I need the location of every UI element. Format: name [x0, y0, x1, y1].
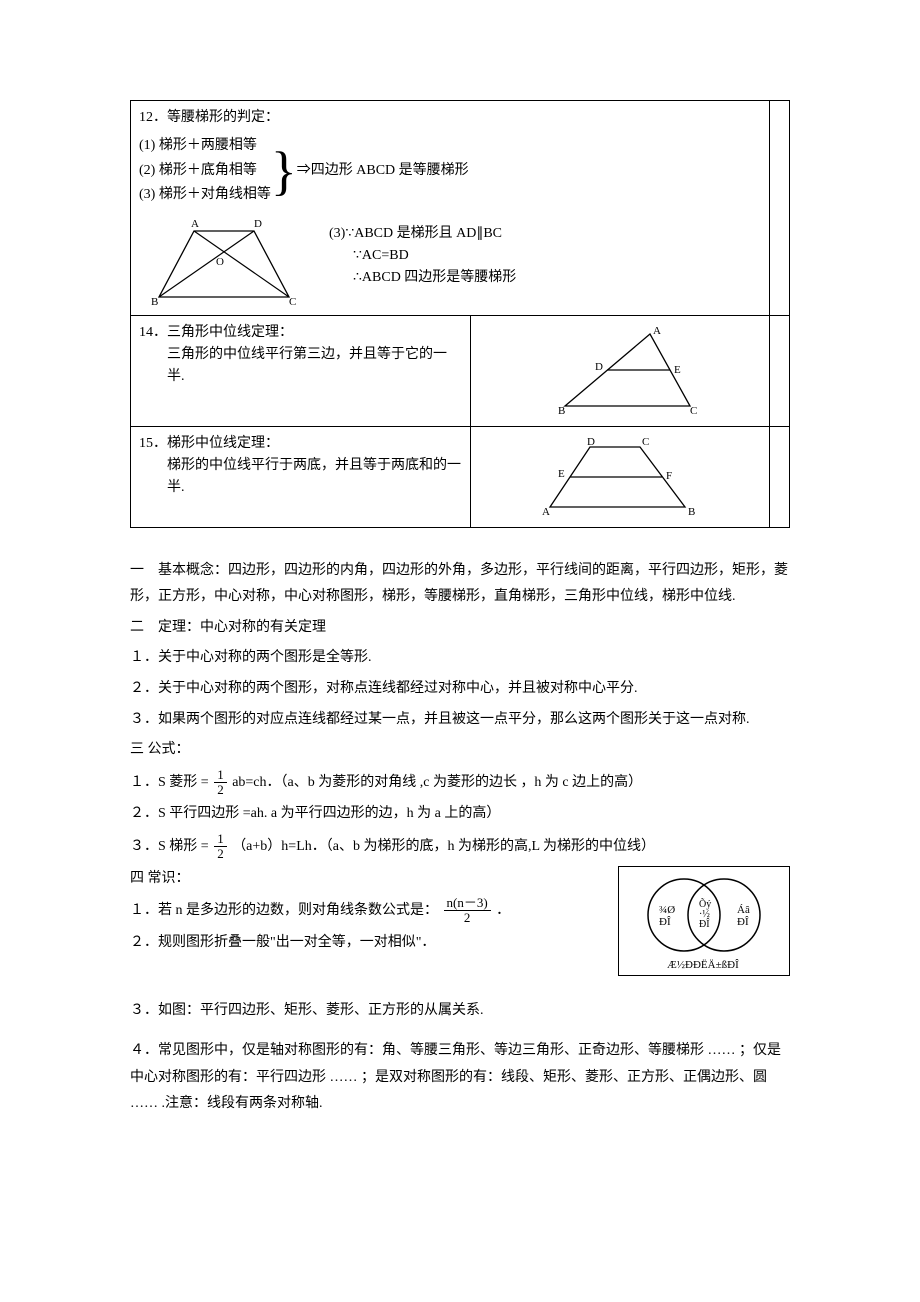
- s3-1b: ab=ch．（a、b 为菱形的对角线 ,c 为菱形的边长 ，h 为 c 边上的高…: [232, 775, 642, 790]
- s4-4: ４．常见图形中，仅是轴对称图形的有：角、等腰三角形、等边三角形、正奇边形、等腰梯…: [130, 1038, 790, 1118]
- svg-text:ÐÎ: ÐÎ: [659, 916, 671, 928]
- row12-conclusion: ⇒四边形 ABCD 是等腰梯形: [297, 160, 469, 182]
- svg-text:ÐÎ: ÐÎ: [737, 916, 749, 928]
- svg-text:F: F: [666, 470, 672, 482]
- svg-text:B: B: [151, 296, 158, 308]
- svg-text:E: E: [674, 364, 681, 376]
- table-row: 14．三角形中位线定理： 三角形的中位线平行第三边，并且等于它的一半. A B …: [131, 315, 790, 426]
- s3-2: ２．S 平行四边形 =ah. a 为平行四边形的边，h 为 a 上的高）: [130, 801, 790, 828]
- section-1: 一 基本概念：四边形，四边形的内角，四边形的外角，多边形，平行线间的距离，平行四…: [130, 558, 790, 611]
- svg-text:D: D: [587, 437, 595, 448]
- svg-text:D: D: [595, 361, 603, 373]
- s3-3a: ３．S 梯形 =: [130, 839, 209, 854]
- row12-cell: 12．等腰梯形的判定： (1) 梯形＋两腰相等 (2) 梯形＋底角相等 (3) …: [131, 101, 770, 316]
- empty-cell: [770, 315, 790, 426]
- svg-text:¾Ø: ¾Ø: [659, 904, 675, 916]
- row14-left: 14．三角形中位线定理： 三角形的中位线平行第三边，并且等于它的一半.: [131, 315, 471, 426]
- row12-proof: (3)∵ABCD 是梯形且 AD∥BC ∵AC=BD ∴ABCD 四边形是等腰梯…: [329, 219, 516, 290]
- svg-text:C: C: [690, 405, 697, 416]
- notes-section: 一 基本概念：四边形，四边形的内角，四边形的外角，多边形，平行线间的距离，平行四…: [130, 558, 790, 1118]
- proof-line: ∴ABCD 四边形是等腰梯形: [329, 267, 516, 289]
- s3-3b: （a+b）h=Lh．（a、b 为梯形的底，h 为梯形的高,L 为梯形的中位线）: [232, 839, 655, 854]
- s3-1a: １．S 菱形 =: [130, 775, 209, 790]
- svg-text:E: E: [558, 468, 565, 480]
- s3-head: 三 公式：: [130, 737, 790, 764]
- s3-3: ３．S 梯形 = 12 （a+b）h=Lh．（a、b 为梯形的底，h 为梯形的高…: [130, 832, 790, 862]
- row14-figure-cell: A B C D E: [471, 315, 770, 426]
- trapezoid-diagram: A D B C O: [139, 219, 309, 309]
- svg-text:Æ½ÐÐËÄ±ßÐÎ: Æ½ÐÐËÄ±ßÐÎ: [667, 959, 739, 971]
- svg-text:Áâ: Áâ: [737, 904, 750, 916]
- svg-text:B: B: [558, 405, 565, 416]
- svg-text:A: A: [653, 326, 661, 337]
- svg-text:C: C: [289, 296, 296, 308]
- proof-line: ∵AC=BD: [329, 245, 516, 267]
- s4-1b: ．: [496, 903, 510, 918]
- svg-text:A: A: [191, 219, 199, 230]
- row15-left: 15．梯形中位线定理： 梯形的中位线平行于两底，并且等于两底和的一半.: [131, 426, 471, 527]
- venn-diagram: ¾Ø ÐÎ Õý ·½ ÐÎ Áâ ÐÎ Æ½ÐÐËÄ±ßÐÎ: [629, 873, 779, 973]
- s1-text: 四边形，四边形的内角，四边形的外角，多边形，平行线间的距离，平行四边形，矩形，菱…: [130, 563, 788, 605]
- svg-text:A: A: [542, 506, 550, 517]
- svg-text:C: C: [642, 437, 649, 448]
- empty-cell: [770, 426, 790, 527]
- row14-title: 14．三角形中位线定理：: [139, 322, 462, 344]
- svg-text:ÐÎ: ÐÎ: [699, 918, 710, 930]
- fraction-diag: n(n－3)2: [444, 896, 491, 926]
- s2-1: １．关于中心对称的两个图形是全等形.: [130, 645, 790, 672]
- row12-conditions: (1) 梯形＋两腰相等 (2) 梯形＋底角相等 (3) 梯形＋对角线相等 } ⇒…: [139, 133, 761, 208]
- row15-figure-cell: D C E F A B: [471, 426, 770, 527]
- s4-1a: １．若 n 是多边形的边数，则对角线条数公式是：: [130, 903, 438, 918]
- svg-text:D: D: [254, 219, 262, 230]
- cond-3: (3) 梯形＋对角线相等: [139, 184, 271, 206]
- row14-body: 三角形的中位线平行第三边，并且等于它的一半.: [139, 344, 462, 389]
- svg-text:B: B: [688, 506, 695, 517]
- right-brace-icon: }: [271, 144, 297, 198]
- fraction-half: 12: [214, 832, 227, 862]
- row15-body: 梯形的中位线平行于两底，并且等于两底和的一半.: [139, 455, 462, 500]
- definitions-table: 12．等腰梯形的判定： (1) 梯形＋两腰相等 (2) 梯形＋底角相等 (3) …: [130, 100, 790, 528]
- cond-2: (2) 梯形＋底角相等: [139, 160, 271, 182]
- fraction-half: 12: [214, 768, 227, 798]
- row15-title: 15．梯形中位线定理：: [139, 433, 462, 455]
- table-row: 12．等腰梯形的判定： (1) 梯形＋两腰相等 (2) 梯形＋底角相等 (3) …: [131, 101, 790, 316]
- cond-1: (1) 梯形＋两腰相等: [139, 135, 271, 157]
- table-row: 15．梯形中位线定理： 梯形的中位线平行于两底，并且等于两底和的一半. D C …: [131, 426, 790, 527]
- s2-2: ２．关于中心对称的两个图形，对称点连线都经过对称中心，并且被对称中心平分.: [130, 676, 790, 703]
- s1-head: 一 基本概念：: [130, 563, 228, 578]
- svg-text:O: O: [216, 256, 224, 268]
- empty-cell: [770, 101, 790, 316]
- s2-3: ３．如果两个图形的对应点连线都经过某一点，并且被这一点平分，那么这两个图形关于这…: [130, 707, 790, 734]
- proof-line: (3)∵ABCD 是梯形且 AD∥BC: [329, 223, 516, 245]
- trapezoid-midline-diagram: D C E F A B: [520, 437, 720, 517]
- s4-3: ３．如图：平行四边形、矩形、菱形、正方形的从属关系.: [130, 998, 790, 1025]
- s3-1: １．S 菱形 = 12 ab=ch．（a、b 为菱形的对角线 ,c 为菱形的边长…: [130, 768, 790, 798]
- s2-head: 二 定理：中心对称的有关定理: [130, 615, 790, 642]
- triangle-midline-diagram: A B C D E: [530, 326, 710, 416]
- row12-title: 12．等腰梯形的判定：: [139, 107, 761, 129]
- venn-diagram-box: ¾Ø ÐÎ Õý ·½ ÐÎ Áâ ÐÎ Æ½ÐÐËÄ±ßÐÎ: [618, 866, 790, 976]
- page: 12．等腰梯形的判定： (1) 梯形＋两腰相等 (2) 梯形＋底角相等 (3) …: [0, 0, 920, 1182]
